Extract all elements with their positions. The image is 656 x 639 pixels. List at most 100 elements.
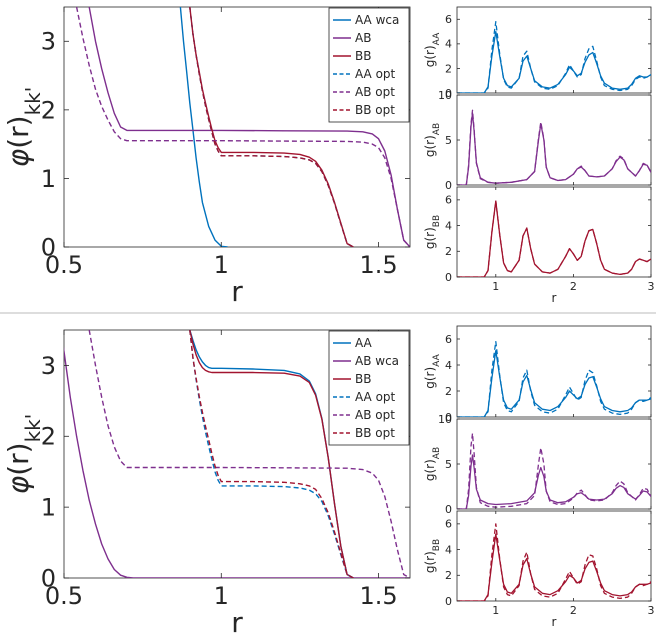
series-line-opt (457, 21, 651, 93)
x-tick-label: 3 (648, 604, 655, 617)
y-tick-label: 10 (438, 413, 452, 426)
y-tick-label: 6 (445, 518, 452, 531)
y-tick-label: 2 (445, 569, 452, 582)
y-tick-label: 0 (445, 179, 452, 192)
series-line-opt (457, 340, 651, 417)
y-tick-label: 5 (445, 458, 452, 471)
series-line-bb (189, 330, 354, 578)
x-axis-label: r (231, 275, 243, 308)
series-line-ab-wca (64, 346, 410, 578)
y-tick-label: 5 (445, 134, 452, 147)
y-tick-label: 2 (445, 62, 452, 75)
chart-panel-top-gAB: 0 5 10 g(r)AB (423, 89, 652, 192)
y-tick-label: 2 (445, 385, 452, 398)
series-line-opt (457, 432, 651, 509)
series-group (457, 432, 651, 509)
chart-panel-bottom-main: 0 1 2 3 0.5 1 1.5 r φ(r)kk' AA AB wca BB AA opt AB op… (2, 329, 411, 639)
y-tick-label: 0 (445, 595, 452, 608)
axes-box (456, 418, 652, 510)
chart-panel-bottom-gAA: 0 2 4 6g(r)AA (423, 325, 652, 424)
series-line-opt (457, 109, 651, 185)
y-tick-label: 1 (41, 165, 56, 193)
series-line-bb-opt (189, 330, 354, 578)
series-group (457, 109, 651, 185)
y-tick-label: 3 (41, 28, 56, 56)
y-tick-label: 0 (41, 233, 56, 261)
axes-box (456, 186, 652, 278)
x-tick-label: 1 (492, 280, 499, 293)
series-group (64, 330, 410, 578)
legend-label: AB wca (355, 354, 399, 368)
series-line-aa-wca (179, 7, 228, 247)
y-axis-label: φ(r)kk' (2, 87, 45, 168)
chart-panel-top-gAA: 0 2 4 6g(r)AA (423, 6, 652, 100)
legend-label: AA opt (355, 390, 396, 404)
y-tick-label: 6 (445, 194, 452, 207)
x-axis-label: r (552, 291, 557, 305)
legend-label: AB opt (355, 408, 395, 422)
y-axis-label: g(r)AA (423, 32, 442, 67)
y-axis-label: g(r)AA (423, 353, 442, 388)
y-tick-label: 2 (41, 96, 56, 124)
series-group (75, 7, 410, 247)
y-tick-label: 6 (445, 333, 452, 346)
axes-box (456, 94, 652, 186)
series-line-opt (457, 523, 651, 601)
series-line-ab-opt (88, 330, 410, 578)
y-axis-label: g(r)AB (423, 447, 442, 481)
y-tick-label: 4 (445, 38, 452, 51)
legend-box (328, 330, 410, 446)
legend-label: AA wca (355, 13, 399, 27)
y-tick-label: 4 (445, 219, 452, 232)
series-line-aa-opt (189, 330, 354, 578)
y-tick-label: 10 (438, 89, 452, 102)
axes-box (456, 6, 652, 94)
series-group (457, 340, 651, 417)
y-tick-label: 2 (41, 423, 56, 451)
series-line-solid (457, 454, 651, 509)
legend: AA AB wca BB AA opt AB opt BB opt (328, 330, 410, 446)
y-tick-label: 0 (445, 411, 452, 424)
x-tick-label: 1 (214, 582, 229, 610)
x-tick-label: 3 (648, 280, 655, 293)
legend-label: AB (355, 31, 371, 45)
legend-label: BB opt (355, 103, 395, 117)
y-axis-label: g(r)BB (423, 215, 442, 249)
legend: AA wca AB BB AA opt AB opt BB opt (328, 7, 410, 123)
x-tick-label: 1.5 (359, 582, 397, 610)
chart-panel-top-gBB: 0 2 4 6 1 2 3 r g(r)BB (423, 186, 655, 305)
y-tick-label: 1 (41, 494, 56, 522)
x-tick-label: 1 (214, 251, 229, 279)
legend-label: AA (355, 336, 373, 350)
series-group (457, 21, 651, 93)
x-tick-label: 2 (570, 604, 577, 617)
series-line-ab-opt (75, 7, 410, 247)
series-group (457, 523, 651, 601)
y-tick-label: 0 (41, 564, 56, 592)
x-axis-label: r (231, 606, 243, 639)
x-axis-label: r (552, 615, 557, 629)
chart-panel-bottom-gBB: 0 2 4 6 1 2 3 r g(r)BB (423, 510, 655, 629)
legend-label: BB (355, 372, 371, 386)
y-tick-label: 3 (41, 352, 56, 380)
chart-panel-bottom-gAB: 0 5 10 g(r)AB (423, 413, 652, 516)
series-line-solid (457, 30, 651, 93)
x-tick-label: 1.5 (359, 251, 397, 279)
y-tick-label: 0 (445, 87, 452, 100)
legend-box (328, 7, 410, 123)
y-axis-label: φ(r)kk' (2, 414, 45, 495)
legend-label: BB opt (355, 426, 395, 440)
axes-box (456, 325, 652, 418)
legend-label: AB opt (355, 85, 395, 99)
series-line-solid (457, 533, 651, 601)
y-tick-label: 0 (445, 271, 452, 284)
chart-panel-top-main: 0 1 2 3 0.5 1 1.5 r φ(r)kk' AA wca AB BB AA opt AB op… (2, 6, 411, 308)
y-axis-label: g(r)BB (423, 539, 442, 573)
y-tick-label: 4 (445, 543, 452, 556)
y-tick-label: 4 (445, 359, 452, 372)
y-tick-label: 2 (445, 245, 452, 258)
axes-box (456, 510, 652, 602)
x-tick-label: 2 (570, 280, 577, 293)
x-tick-label: 0.5 (45, 251, 83, 279)
